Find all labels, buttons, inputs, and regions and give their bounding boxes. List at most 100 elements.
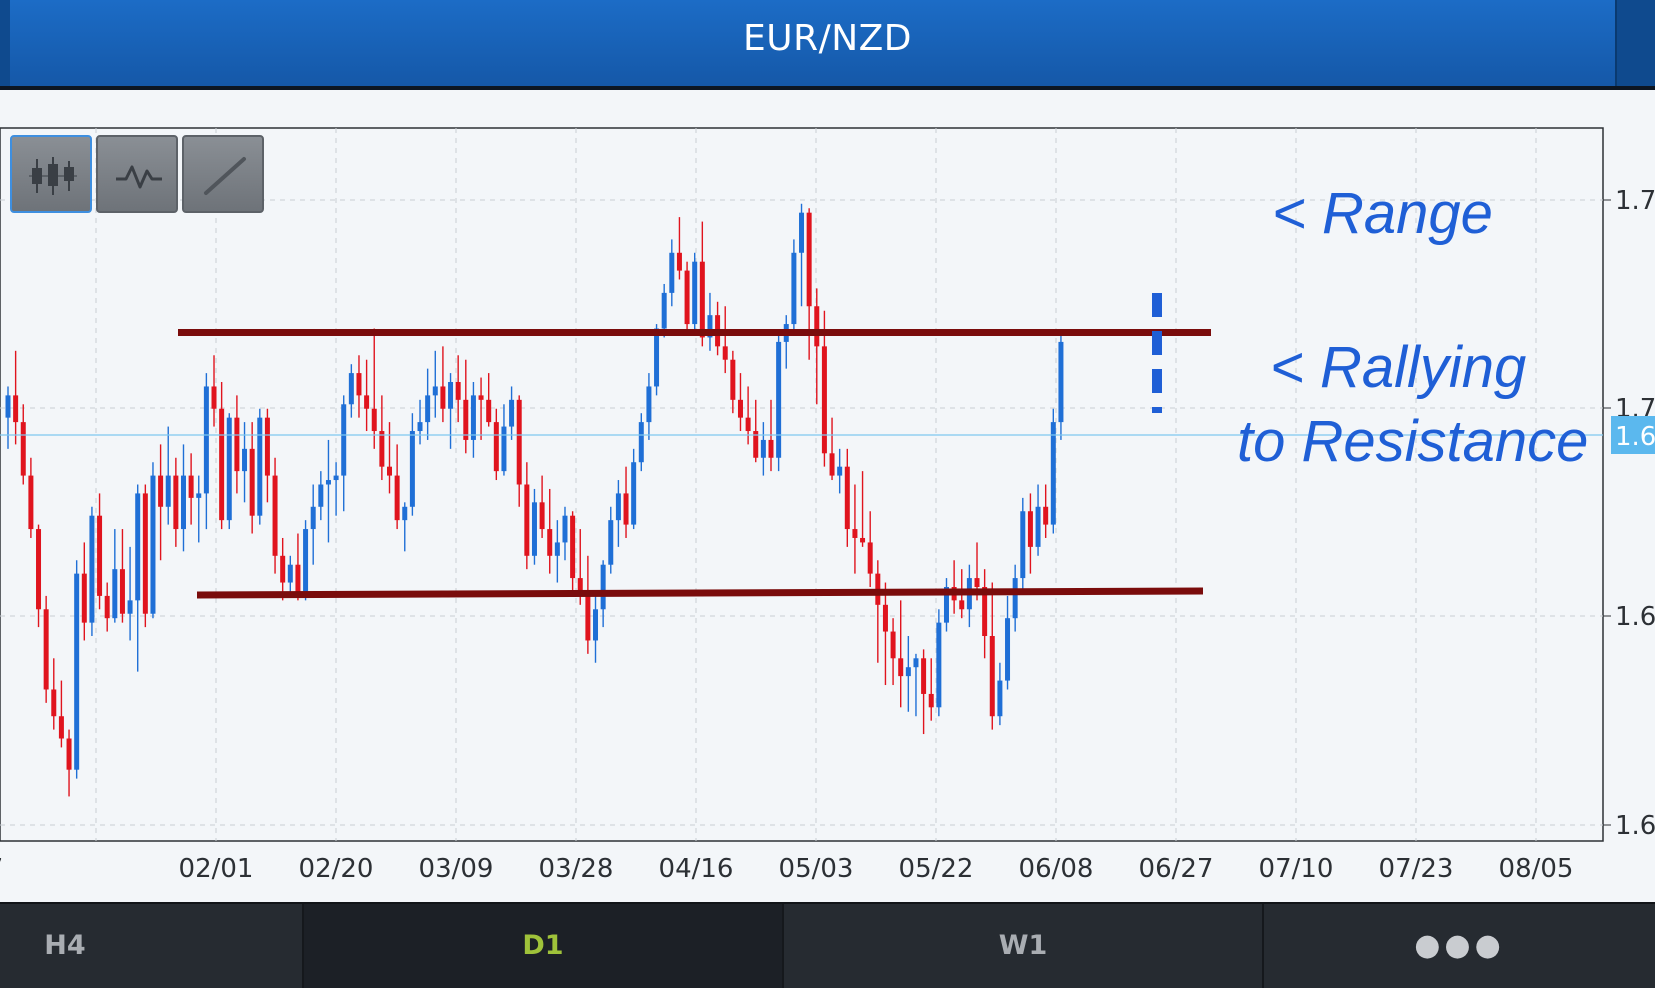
candle-body: [692, 261, 698, 325]
draw-line-button[interactable]: [182, 135, 264, 213]
candle-body: [638, 422, 644, 463]
tab-divider: [1262, 904, 1264, 988]
timeframe-bar: H4 D1 W1 ●●●: [0, 902, 1655, 988]
candle-body: [867, 542, 873, 574]
candle-body: [234, 417, 240, 472]
candle-body: [1058, 341, 1064, 423]
candle-body: [493, 422, 499, 472]
candle-body: [74, 573, 80, 770]
candle-body: [654, 328, 660, 387]
candle-body: [455, 382, 461, 400]
candle-body: [58, 716, 64, 739]
candle-body: [440, 386, 446, 409]
candle-body: [509, 399, 515, 427]
x-tick-label: 06/08: [1019, 854, 1094, 884]
x-tick-label: 04/16: [659, 854, 734, 884]
candle-body: [173, 475, 179, 530]
candle-body: [142, 493, 148, 614]
candle-body: [318, 484, 324, 507]
candle-body: [577, 578, 583, 592]
candle-body: [837, 466, 843, 476]
candle-body: [776, 341, 782, 458]
current-price-label: 1.6: [1615, 422, 1655, 452]
tab-h4[interactable]: H4: [44, 930, 86, 961]
candle-body: [600, 564, 606, 610]
candle-body: [188, 475, 194, 498]
candle-body: [287, 564, 293, 583]
candle-body: [737, 399, 743, 418]
candle-body: [1012, 578, 1018, 619]
candle-body: [203, 386, 209, 494]
candle-body: [768, 439, 774, 458]
candle-body: [486, 399, 492, 423]
candle-body: [623, 493, 629, 525]
candle-body: [661, 292, 667, 329]
candle-body: [127, 600, 133, 614]
candle-body: [921, 658, 927, 694]
candle-body: [898, 658, 904, 677]
candle-body: [585, 591, 591, 641]
tab-w1[interactable]: W1: [998, 930, 1048, 961]
candle-body: [730, 359, 736, 400]
candle-body: [272, 475, 278, 556]
candle-body: [943, 586, 949, 623]
candle-body: [1020, 511, 1026, 579]
candle-body: [28, 475, 34, 530]
x-tick-label: 02/01: [179, 854, 254, 884]
candle-body: [97, 515, 103, 596]
current-price-tag: [1611, 416, 1655, 454]
candle-body: [66, 738, 72, 770]
title-bar-right-edge: [1615, 0, 1655, 86]
candle-body: [310, 506, 316, 530]
candle-body: [196, 493, 202, 498]
x-tick-label: 07/23: [1379, 854, 1454, 884]
candle-body: [1035, 506, 1041, 547]
candle-body: [303, 529, 309, 596]
candle-body: [13, 395, 19, 423]
candle-body: [669, 252, 675, 293]
candle-body: [760, 439, 766, 458]
tab-d1[interactable]: D1: [304, 904, 782, 988]
x-tick-label: 03/28: [539, 854, 614, 884]
price-chart[interactable]: 7 02/01 02/20 03/09 03/28 04/16 05/03 05/22 06/0…: [0, 90, 1655, 902]
candle-body: [562, 515, 568, 543]
candle-body: [646, 386, 652, 423]
support-line: [196, 587, 1204, 599]
candle-body: [524, 484, 530, 556]
candle-body: [371, 408, 377, 432]
x-tick-label: 7: [0, 854, 3, 884]
candle-body: [379, 431, 385, 467]
chart-title: EUR/NZD: [742, 18, 913, 59]
candle-body: [249, 448, 255, 516]
candle-body: [280, 555, 286, 583]
candle-body: [554, 542, 560, 556]
candle-body: [402, 506, 408, 521]
candle-body: [936, 622, 942, 708]
title-bar-left-edge: [0, 0, 10, 86]
candle-body: [43, 609, 49, 690]
candle-body: [463, 399, 469, 440]
x-tick-label: 03/09: [419, 854, 494, 884]
candlestick-chart-button[interactable]: [10, 135, 92, 213]
candle-body: [539, 502, 545, 530]
candle-body: [928, 693, 934, 708]
candle-body: [219, 408, 225, 521]
candle-body: [753, 431, 759, 458]
candle-body: [676, 252, 682, 271]
candle-body: [593, 609, 599, 641]
x-tick-label: 07/10: [1259, 854, 1334, 884]
candle-body: [974, 578, 980, 587]
line-chart-button[interactable]: [96, 135, 178, 213]
candle-body: [791, 252, 797, 325]
candle-body: [829, 453, 835, 476]
candle-body: [905, 667, 911, 677]
candle-body: [5, 395, 11, 418]
chart-area[interactable]: 7 02/01 02/20 03/09 03/28 04/16 05/03 05/22 06/0…: [0, 90, 1655, 902]
candle-body: [51, 689, 57, 717]
candle-body: [325, 480, 331, 485]
candle-body: [89, 515, 95, 623]
more-button[interactable]: ●●●: [1414, 928, 1505, 963]
y-tick-label: 1.6: [1615, 811, 1655, 841]
candle-body: [1027, 511, 1033, 547]
candle-body: [722, 346, 728, 360]
